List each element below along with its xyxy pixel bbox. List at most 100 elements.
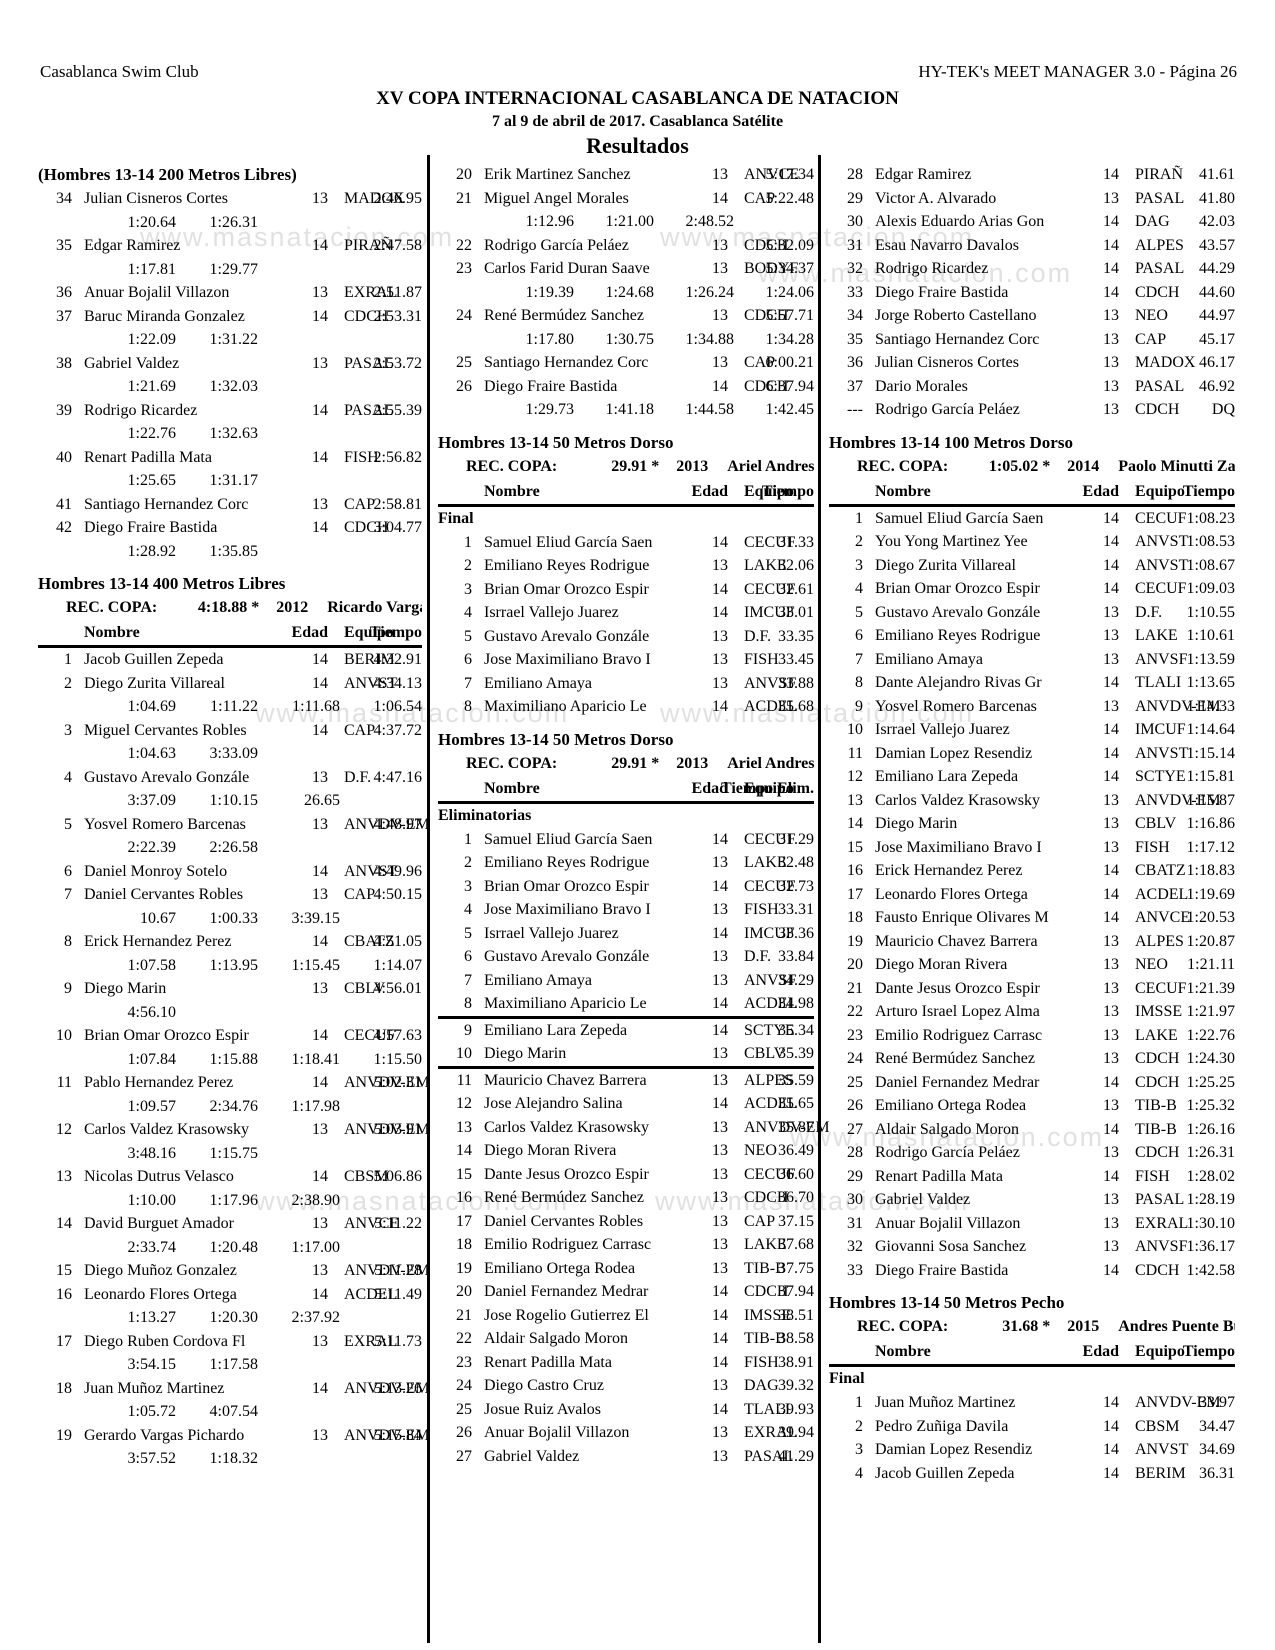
athlete-name: Daniel Cervantes Robles bbox=[484, 1212, 644, 1230]
athlete-age: Edad bbox=[1082, 482, 1119, 500]
split-time: 10.67 bbox=[140, 909, 176, 927]
athlete-name: Arturo Israel Lopez Alma bbox=[875, 1003, 1040, 1020]
athlete-age: 14 bbox=[1103, 885, 1119, 903]
team-code: CDCH bbox=[344, 307, 389, 325]
team-code: IMCUF bbox=[1135, 721, 1186, 738]
result-row: 24 René Bermúdez Sanchez 13 CDCH 5:57.71 bbox=[438, 304, 814, 328]
place-number: 24 bbox=[456, 1377, 472, 1394]
athlete-age: 14 bbox=[1103, 862, 1119, 879]
athlete-age: 13 bbox=[312, 1121, 328, 1138]
place-number bbox=[829, 1339, 863, 1364]
place-number: 24 bbox=[847, 1050, 863, 1067]
athlete-name: Emiliano Amaya bbox=[484, 674, 592, 692]
split-time bbox=[340, 211, 422, 235]
athlete-name: Juan Muñoz Martinez bbox=[875, 1394, 1016, 1411]
result-row: 7 Daniel Cervantes Robles 13 CAP 4:50.15 bbox=[38, 883, 422, 907]
athlete-name: Maximiliano Aparicio Le bbox=[484, 698, 647, 715]
team-code: LAKE bbox=[744, 557, 787, 574]
team-code: PIRAÑ bbox=[1135, 166, 1184, 183]
athlete-name: Pablo Hernandez Perez bbox=[84, 1074, 234, 1091]
result-time: 33.31 bbox=[778, 901, 814, 918]
event-continuation-header: (Hombres 13-14 200 Metros Libres) bbox=[38, 165, 297, 184]
athlete-name: Daniel Cervantes Robles bbox=[84, 886, 244, 903]
split-time bbox=[258, 211, 340, 235]
splits-row: 3:57.52 1:18.32 bbox=[38, 1447, 422, 1471]
place-number: 20 bbox=[847, 956, 863, 973]
place-number: 3 bbox=[64, 721, 72, 739]
athlete-age: 13 bbox=[712, 1212, 728, 1230]
result-time: 1:15.14 bbox=[1186, 744, 1235, 762]
result-time: 4:47.16 bbox=[373, 768, 422, 786]
athlete-age: 14 bbox=[1103, 533, 1119, 550]
athlete-name: Mauricio Chavez Barrera bbox=[875, 932, 1038, 950]
watermark: www.masnatacion.com bbox=[660, 698, 974, 729]
result-time: 35.65 bbox=[778, 1095, 814, 1112]
split-time: 4:07.54 bbox=[209, 1403, 258, 1420]
result-time: 1:26.16 bbox=[1186, 1120, 1235, 1138]
athlete-age: 14 bbox=[1103, 556, 1119, 574]
athlete-name: Jacob Guillen Zepeda bbox=[875, 1464, 1015, 1482]
place-number: 5 bbox=[855, 603, 863, 621]
result-row: 30 Gabriel Valdez 13 PASAL 1:28.19 bbox=[829, 1188, 1235, 1212]
split-time: 1:26.31 bbox=[209, 213, 258, 231]
result-time: 5:11.73 bbox=[374, 1332, 422, 1350]
result-row: 12 Emiliano Lara Zepeda 14 SCTYE 1:15.81 bbox=[829, 765, 1235, 789]
place-number: 6 bbox=[855, 627, 863, 644]
team-code: FISH bbox=[744, 901, 779, 918]
split-time bbox=[340, 1095, 422, 1119]
team-code: BERIM bbox=[344, 651, 395, 668]
athlete-name: Emiliano Lara Zepeda bbox=[484, 1021, 628, 1039]
place-number: 2 bbox=[855, 1417, 863, 1435]
result-time: 1:18.83 bbox=[1186, 862, 1235, 879]
result-row: 27 Gabriel Valdez 13 PASAL 41.29 bbox=[438, 1445, 814, 1469]
place-number: 3 bbox=[855, 1441, 863, 1458]
team-code: CAP bbox=[344, 721, 376, 739]
athlete-name: Gabriel Valdez bbox=[484, 1447, 580, 1465]
athlete-age: 14 bbox=[712, 533, 728, 551]
place-number: 32 bbox=[847, 1238, 863, 1255]
athlete-age: 13 bbox=[1103, 650, 1119, 668]
place-number: 11 bbox=[847, 744, 863, 762]
place-number: 25 bbox=[456, 1400, 472, 1418]
place-number: 35 bbox=[56, 237, 72, 254]
result-row: 8 Erick Hernandez Perez 14 CBATZ 4:51.05 bbox=[38, 930, 422, 954]
athlete-name: Jose Rogelio Gutierrez El bbox=[484, 1306, 649, 1324]
place-number: 19 bbox=[456, 1259, 472, 1277]
athlete-age: 13 bbox=[712, 948, 728, 965]
result-time: 37.75 bbox=[778, 1259, 814, 1277]
place-number: 20 bbox=[456, 166, 472, 183]
place-number: 15 bbox=[847, 838, 863, 856]
results-column-right: 28 Edgar Ramirez 14 PIRAÑ 41.61 29 Victor A. A… bbox=[829, 163, 1235, 1485]
team-code: CBSM bbox=[344, 1168, 389, 1185]
athlete-age: 14 bbox=[1103, 1417, 1119, 1435]
result-row: 26 Diego Fraire Bastida 14 CDCH 6:37.94 bbox=[438, 375, 814, 399]
athlete-name: Jose Maximiliano Bravo I bbox=[484, 651, 651, 668]
athlete-age: 13 bbox=[1103, 603, 1119, 621]
team-code: TIB-B bbox=[1135, 1120, 1177, 1138]
athlete-age: 14 bbox=[1103, 283, 1119, 301]
result-row: 11 Pablo Hernandez Perez 14 ANVDV-EM 5:02.31 bbox=[38, 1071, 430, 1095]
result-time: 33.84 bbox=[778, 948, 814, 965]
athlete-name: Yosvel Romero Barcenas bbox=[84, 815, 246, 833]
team-code: D.F. bbox=[744, 627, 772, 645]
athlete-age: 13 bbox=[312, 1262, 328, 1279]
result-time: 4:57.63 bbox=[373, 1027, 422, 1044]
result-time: 1:21.97 bbox=[1186, 1003, 1235, 1020]
result-time: 5:11.22 bbox=[374, 1215, 422, 1232]
result-time: 6:00.21 bbox=[765, 354, 814, 371]
split-time bbox=[340, 422, 422, 446]
team-code: IMCUF bbox=[744, 604, 795, 621]
athlete-name: Emiliano Ortega Rodea bbox=[875, 1097, 1027, 1114]
result-row: 1 Samuel Eliud García Saen 14 CECUF 31.29 bbox=[438, 828, 814, 852]
result-time: 4:56.01 bbox=[373, 980, 422, 997]
athlete-name: Gerardo Vargas Pichardo bbox=[84, 1426, 245, 1444]
athlete-age: 13 bbox=[312, 768, 328, 786]
team-code: CDCH bbox=[1135, 1050, 1180, 1067]
split-time: 1:00.33 bbox=[209, 909, 258, 927]
result-row: 19 Mauricio Chavez Barrera 13 ALPES 1:20.87 bbox=[829, 930, 1235, 954]
athlete-name: Nombre bbox=[875, 482, 931, 500]
team-code: Equipo bbox=[1135, 1343, 1185, 1360]
team-code: NEO bbox=[744, 1142, 777, 1159]
result-time: 4:51.05 bbox=[373, 933, 422, 950]
